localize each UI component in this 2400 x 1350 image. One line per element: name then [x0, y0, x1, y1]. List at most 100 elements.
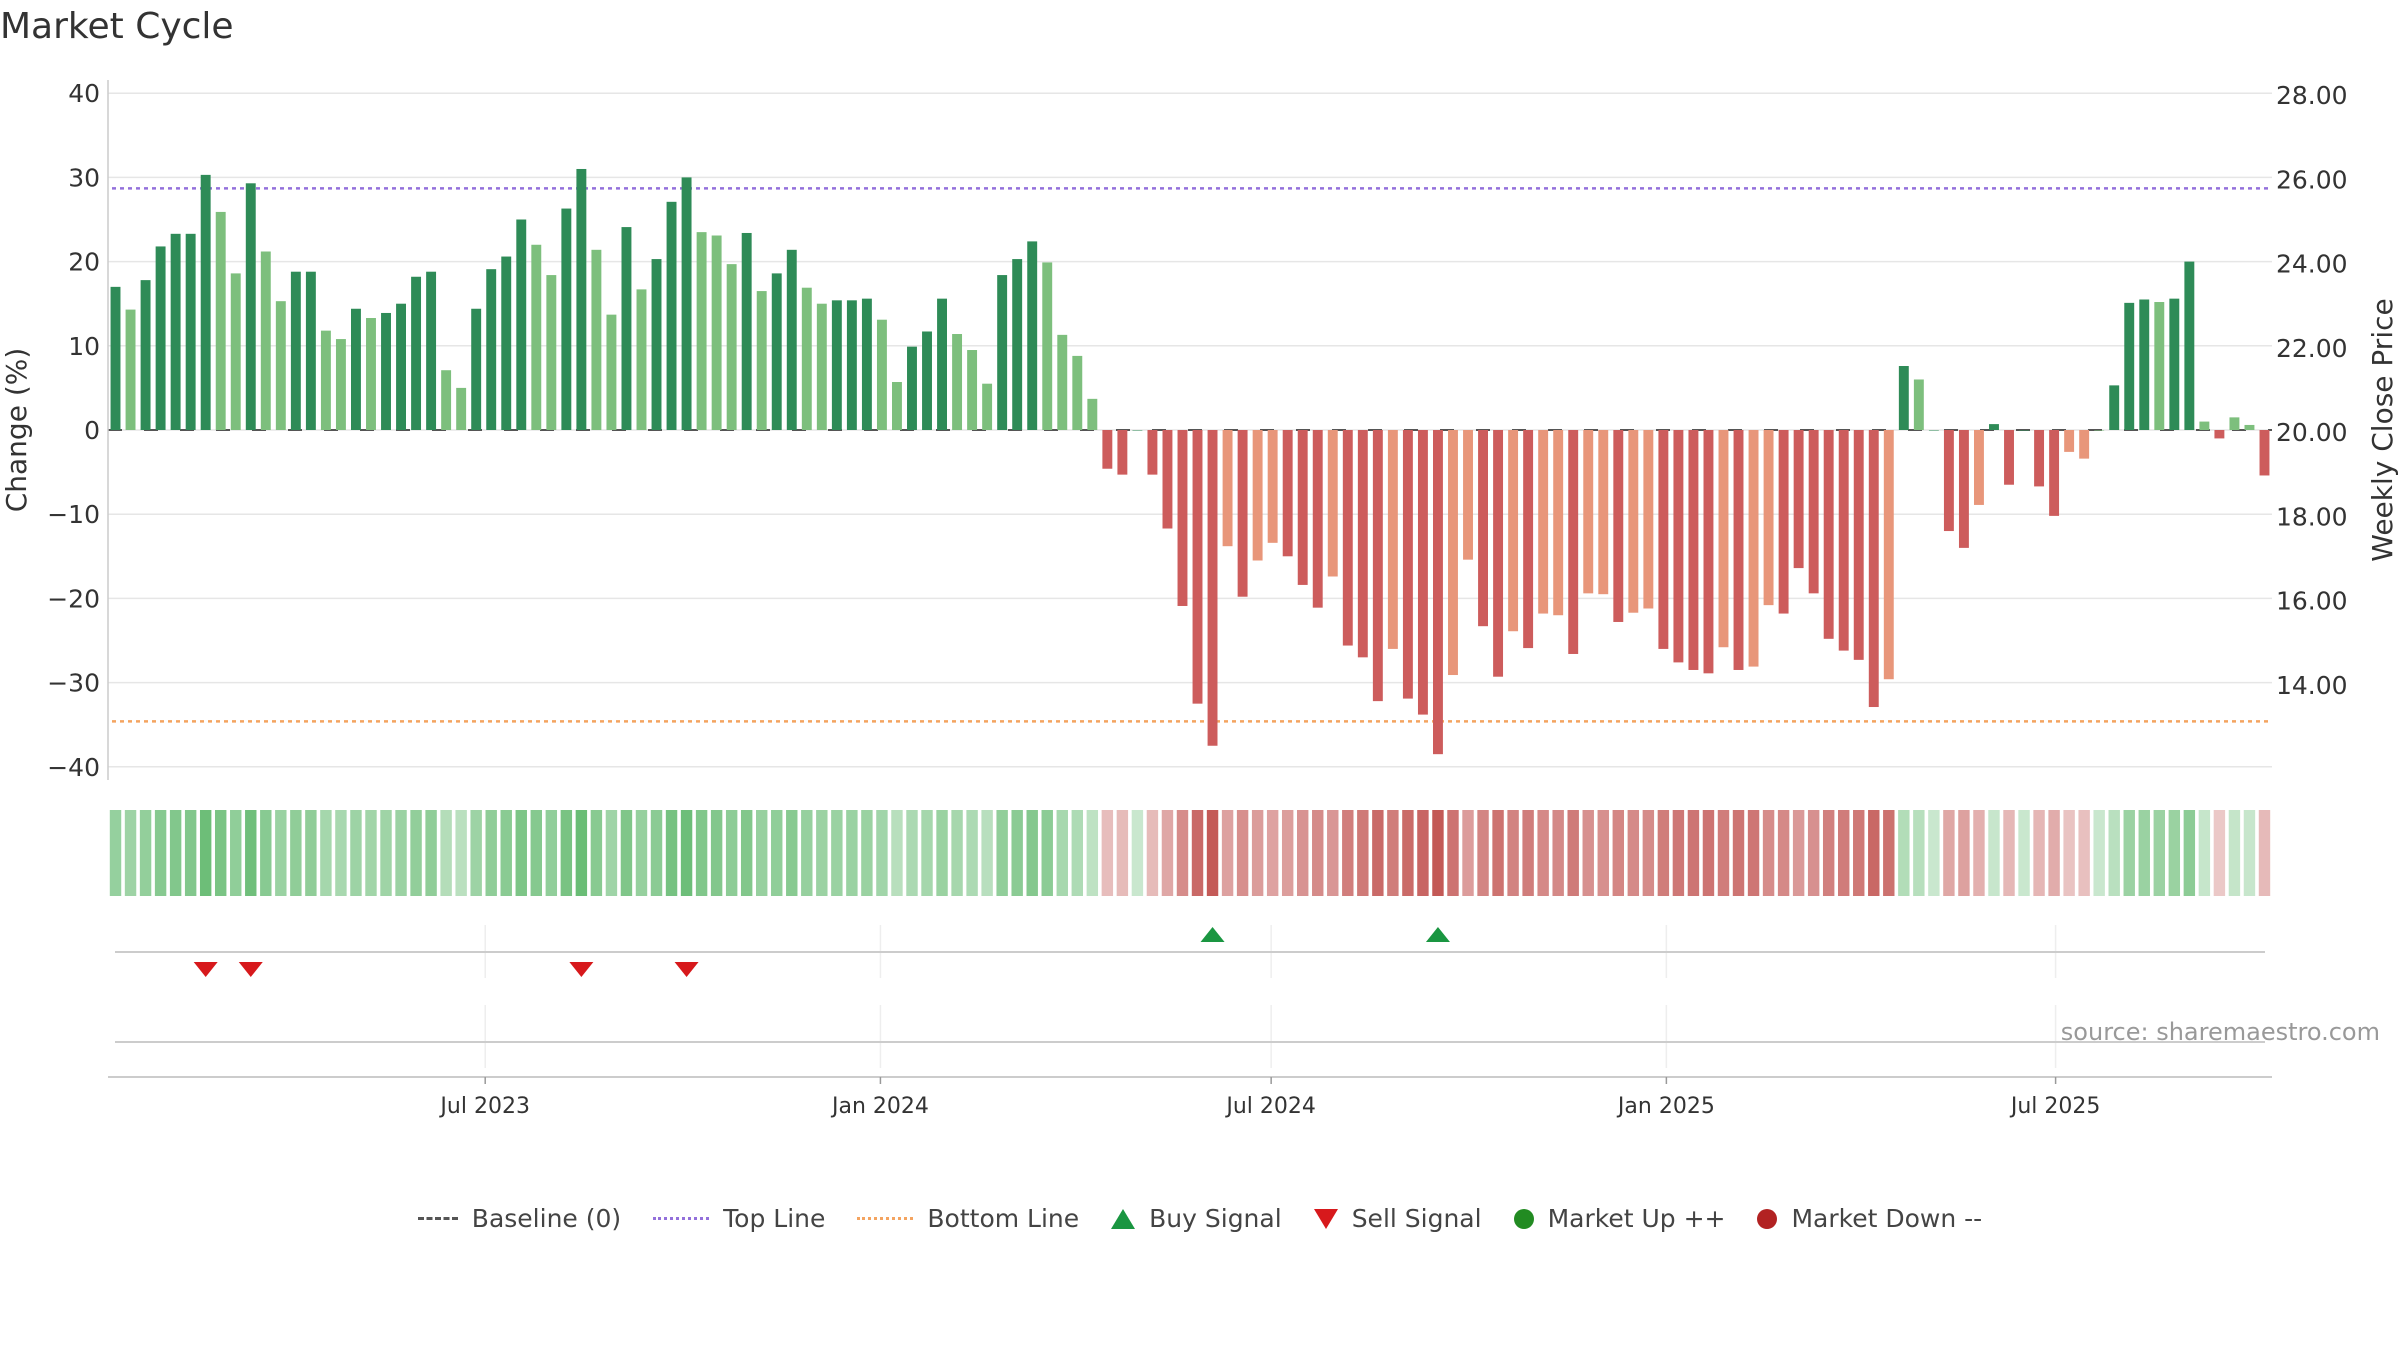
- heat-cell: [846, 810, 858, 896]
- bar: [591, 249, 602, 430]
- bar: [937, 298, 948, 430]
- y-tick-label: 40: [68, 79, 100, 108]
- heat-cell: [725, 810, 738, 896]
- heat-cell: [2078, 810, 2090, 896]
- bar: [997, 275, 1008, 430]
- bar: [1553, 430, 1564, 616]
- bar: [1192, 430, 1203, 704]
- y-tick-label: 20: [68, 248, 100, 277]
- baseline-swatch: [417, 1217, 458, 1220]
- bar: [320, 330, 331, 430]
- heat-cell: [1837, 810, 1850, 896]
- heat-cell: [996, 810, 1008, 896]
- bar: [741, 232, 752, 430]
- bar: [1087, 398, 1098, 430]
- bar: [816, 303, 827, 430]
- bar: [486, 269, 497, 430]
- bar: [1778, 430, 1789, 614]
- bar: [1282, 430, 1293, 557]
- legend-label: Bottom Line: [927, 1204, 1080, 1233]
- bar: [140, 280, 151, 430]
- y2-tick-label: 18.00: [2276, 502, 2348, 531]
- sell-signal-marker: [569, 962, 594, 977]
- heat-cell: [816, 810, 828, 896]
- bar: [786, 249, 797, 430]
- bar: [185, 233, 196, 430]
- heat-cell: [575, 810, 588, 896]
- bar: [2109, 385, 2120, 430]
- bar: [771, 273, 782, 430]
- heat-cell: [560, 810, 573, 896]
- heat-cell: [2093, 810, 2105, 896]
- bar: [1703, 430, 1714, 674]
- bar: [606, 314, 617, 430]
- bar: [831, 300, 842, 430]
- heat-cell: [260, 810, 272, 896]
- bar: [2019, 430, 2030, 431]
- y2-tick-label: 24.00: [2276, 250, 2348, 279]
- bar: [1898, 366, 1909, 430]
- bar: [1688, 430, 1699, 670]
- heat-cell: [605, 810, 618, 896]
- heat-cell: [335, 810, 347, 896]
- bar: [2154, 302, 2165, 430]
- bar: [215, 211, 226, 430]
- bar: [1823, 430, 1834, 639]
- heat-cell: [1296, 810, 1309, 896]
- y2-tick-label: 22.00: [2276, 334, 2348, 363]
- heat-cell: [966, 810, 978, 896]
- heat-cell: [1432, 810, 1444, 896]
- heat-cell: [1206, 810, 1219, 896]
- buy-signal-marker: [1425, 927, 1450, 942]
- bar: [1252, 430, 1263, 561]
- bar: [1838, 430, 1849, 651]
- heat-cell: [981, 810, 993, 896]
- heat-cell: [455, 810, 467, 896]
- top-line-swatch: [653, 1217, 710, 1220]
- bar: [411, 276, 422, 430]
- heat-cell: [2258, 810, 2271, 896]
- bar: [335, 339, 346, 430]
- heat-cell: [124, 810, 137, 896]
- bar: [200, 174, 211, 430]
- heat-cell: [1342, 810, 1354, 896]
- bar: [381, 312, 391, 430]
- heat-cell: [230, 810, 242, 896]
- bar: [290, 271, 301, 430]
- sell-signal-marker: [674, 962, 699, 977]
- heat-cell: [500, 810, 512, 896]
- bar: [1312, 430, 1323, 608]
- bar: [681, 177, 692, 430]
- bar: [1237, 430, 1248, 597]
- heat-cell: [2063, 810, 2075, 896]
- heat-cell: [891, 810, 903, 896]
- heat-cell: [410, 810, 422, 896]
- bar: [846, 300, 857, 430]
- legend: Baseline (0) Top Line Bottom Line Buy Si…: [0, 1204, 2400, 1233]
- bar: [471, 308, 482, 430]
- bar: [1973, 430, 1984, 505]
- legend-buy-signal: Buy Signal: [1111, 1204, 1282, 1233]
- heat-cell: [440, 810, 452, 896]
- bar: [636, 289, 647, 430]
- bar: [2079, 430, 2090, 459]
- bar: [1147, 430, 1158, 475]
- sell-triangle-icon: [1313, 1208, 1338, 1229]
- bar: [125, 309, 136, 430]
- bar: [561, 208, 572, 430]
- bar: [546, 275, 557, 430]
- bar: [801, 287, 812, 430]
- bar: [1162, 430, 1173, 529]
- bar: [1342, 430, 1353, 646]
- market-down-dot-icon: [1757, 1208, 1778, 1229]
- heat-cell: [1447, 810, 1459, 896]
- source-note: source: sharemaestro.com: [2061, 1018, 2380, 1046]
- y2-tick-label: 26.00: [2276, 165, 2348, 194]
- heat-cell: [1537, 810, 1549, 896]
- heat-cell: [380, 810, 392, 896]
- bar: [2229, 417, 2240, 430]
- bar: [907, 346, 917, 430]
- bar: [305, 271, 316, 430]
- bar: [1868, 430, 1879, 708]
- heat-cell: [1266, 810, 1279, 896]
